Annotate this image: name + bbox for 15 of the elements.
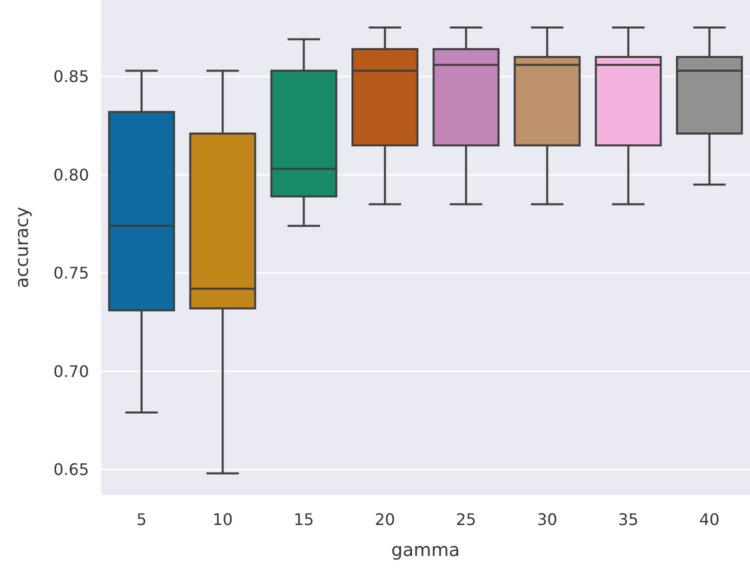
x-tick-label: 5 [136,510,147,529]
x-tick-label: 25 [456,510,476,529]
y-tick-label: 0.80 [53,165,89,184]
x-tick-label: 35 [618,510,638,529]
x-tick-label: 40 [699,510,720,529]
y-tick-label: 0.65 [53,460,89,480]
y-tick-label: 0.85 [53,67,89,86]
x-tick-label: 30 [537,510,558,529]
x-tick-label: 20 [374,510,396,529]
y-axis-title: accuracy [12,206,33,288]
y-tick-label: 0.75 [53,264,89,283]
x-tick-label: 15 [294,510,314,529]
y-tick-label: 0.70 [53,362,89,381]
x-axis-title: gamma [391,540,460,561]
x-tick-label: 10 [212,510,233,529]
